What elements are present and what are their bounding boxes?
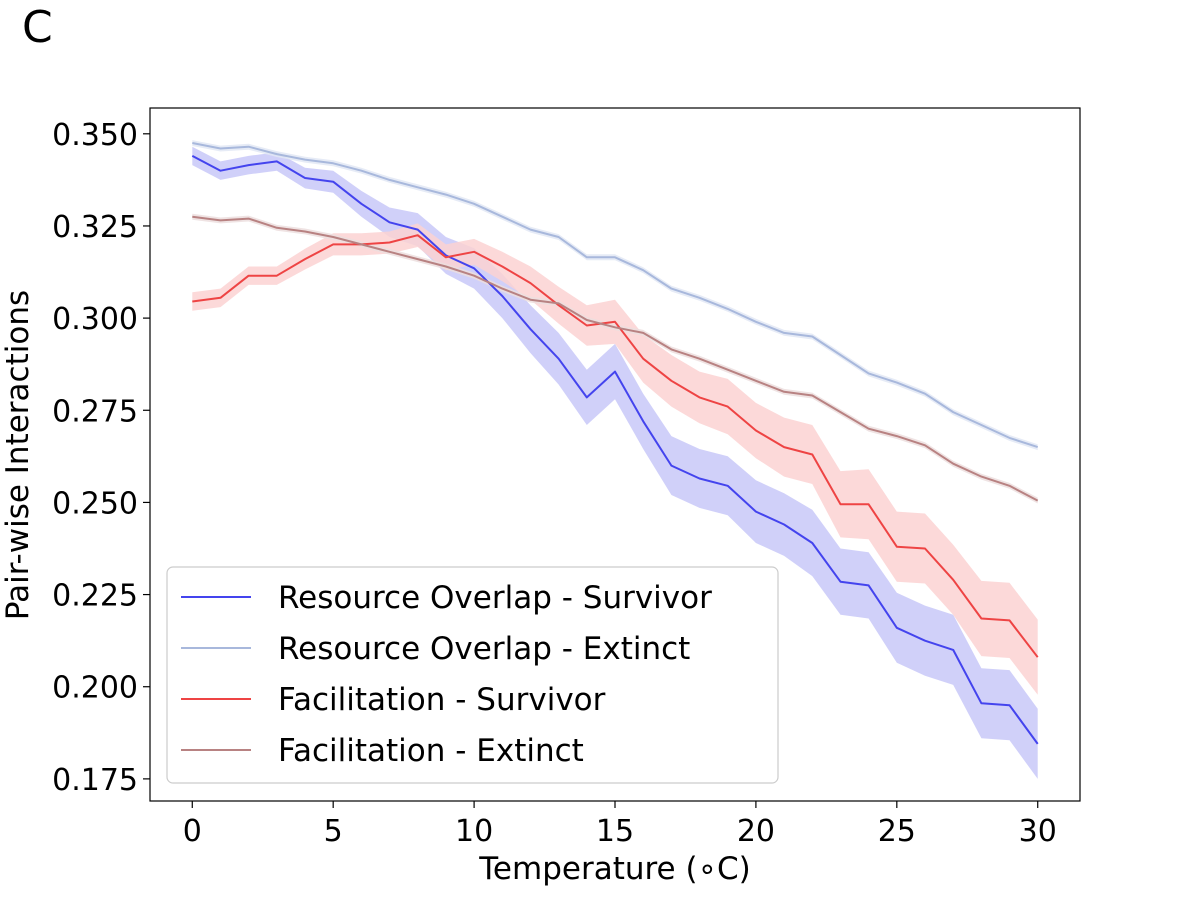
y-tick-label: 0.250	[52, 486, 138, 521]
legend-label-resource-overlap-survivor: Resource Overlap - Survivor	[278, 580, 712, 616]
x-tick-label: 0	[183, 814, 202, 849]
line-resource-overlap-extinct	[192, 142, 1039, 449]
y-tick-label: 0.300	[52, 302, 138, 337]
x-tick-label: 10	[455, 814, 493, 849]
x-axis-title: Temperature (∘C)	[478, 851, 750, 887]
y-tick-label: 0.175	[52, 763, 138, 798]
x-tick-label: 30	[1019, 814, 1057, 849]
x-tick-label: 15	[596, 814, 634, 849]
y-tick-label: 0.275	[52, 394, 138, 429]
band-facilitation-survivor	[192, 223, 1038, 695]
legend: Resource Overlap - Survivor Resource Over…	[166, 566, 779, 784]
legend-label-facilitation-extinct: Facilitation - Extinct	[278, 733, 584, 769]
legend-label-resource-overlap-extinct: Resource Overlap - Extinct	[278, 631, 690, 667]
x-tick-label: 5	[324, 814, 343, 849]
line-facilitation-extinct	[192, 215, 1039, 502]
x-tick-label: 25	[878, 814, 916, 849]
y-tick-label: 0.325	[52, 210, 138, 245]
legend-label-facilitation-survivor: Facilitation - Survivor	[278, 682, 606, 718]
series-lines	[191, 142, 1039, 745]
line-resource-overlap-survivor	[191, 155, 1039, 745]
panel-label: C	[22, 2, 53, 53]
legend-box	[166, 566, 779, 784]
y-axis-ticks: 0.175 0.200 0.225 0.250 0.275 0.300 0.325 0.350	[52, 118, 150, 798]
line-facilitation-survivor	[192, 234, 1039, 658]
y-tick-label: 0.200	[52, 671, 138, 706]
confidence-bands	[192, 140, 1038, 779]
x-axis-ticks: 0 5 10 15 20 25 30	[183, 801, 1057, 849]
y-tick-label: 0.350	[52, 118, 138, 153]
y-tick-label: 0.225	[52, 579, 138, 614]
y-axis-title: Pair-wise Interactions	[0, 290, 36, 620]
x-tick-label: 20	[737, 814, 775, 849]
